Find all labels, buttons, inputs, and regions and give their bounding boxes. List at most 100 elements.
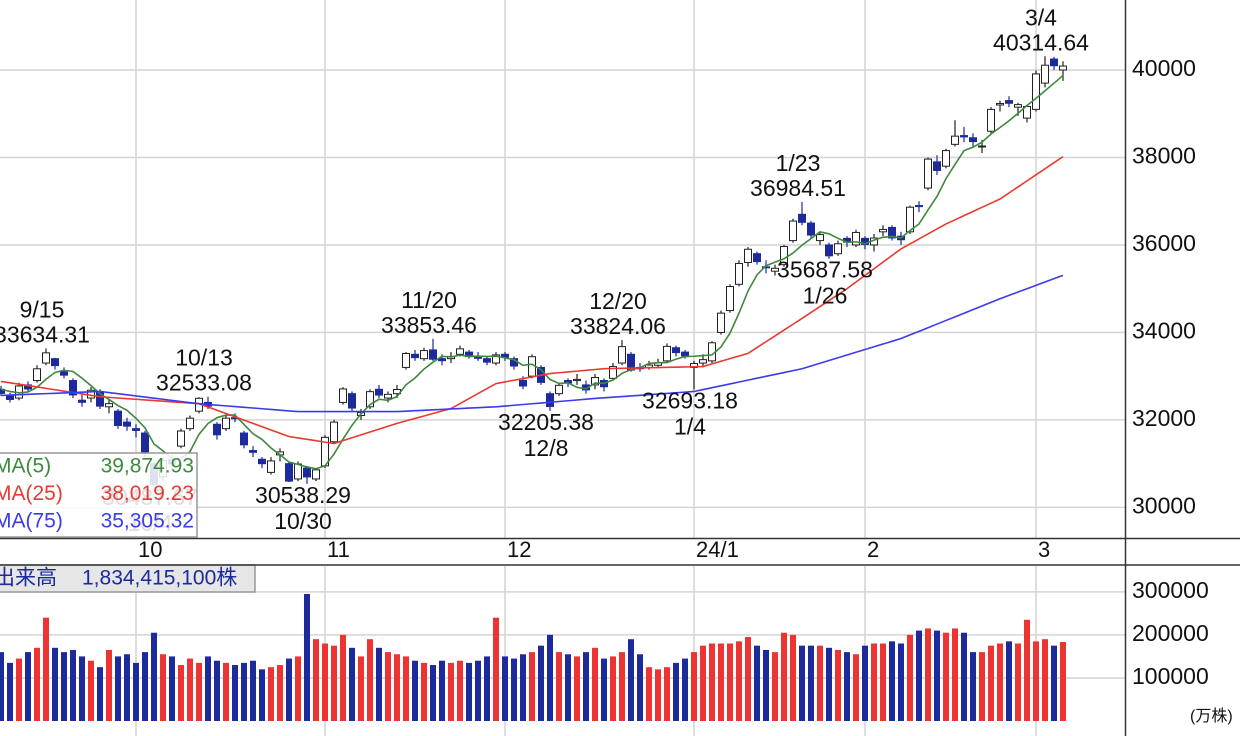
- volume-bar: [1024, 619, 1030, 721]
- y-tick-label: 32000: [1132, 405, 1196, 431]
- annotation-value: 33634.31: [0, 321, 90, 347]
- candle-body: [213, 423, 221, 436]
- volume-bar: [934, 630, 940, 721]
- volume-bar: [592, 647, 598, 721]
- candle-body: [816, 234, 824, 242]
- annotation-date: 1/26: [803, 283, 848, 309]
- candle-body: [1005, 100, 1013, 104]
- volume-bar: [475, 660, 481, 721]
- annotation-value: 33853.46: [381, 312, 477, 338]
- volume-bar: [178, 665, 184, 721]
- legend-label: 出来高: [0, 567, 57, 590]
- volume-bar: [295, 656, 301, 721]
- volume-bar: [835, 649, 841, 721]
- y-tick-label: 38000: [1132, 143, 1196, 169]
- candle-body: [753, 253, 761, 263]
- volume-bar: [718, 643, 724, 721]
- candle-body: [978, 145, 986, 148]
- candle-body: [924, 158, 932, 189]
- candle-body: [375, 388, 383, 396]
- volume-bar: [1042, 639, 1048, 721]
- ma-line: [0, 155, 1064, 445]
- volume-bar: [790, 634, 796, 721]
- candle-body: [33, 368, 41, 382]
- volume-bar: [574, 656, 580, 721]
- annotation-value: 36984.51: [750, 175, 846, 201]
- volume-bar: [223, 662, 229, 721]
- volume-bar: [529, 652, 535, 721]
- volume-bar: [79, 656, 85, 721]
- volume-bar: [25, 652, 31, 721]
- candle-body: [888, 226, 896, 239]
- volume-bar: [520, 654, 526, 721]
- volume-bar: [259, 669, 265, 721]
- annotation-value: 30538.29: [255, 482, 351, 508]
- candle-body: [6, 395, 14, 400]
- y-tick-label: 30000: [1132, 492, 1196, 518]
- candle-body: [807, 222, 815, 236]
- candle-body: [996, 103, 1004, 106]
- y-tick-label: 100000: [1132, 663, 1209, 689]
- legend-box: [0, 564, 256, 593]
- candle-body: [852, 231, 860, 246]
- candle-body: [798, 213, 806, 223]
- annotation-date: 11/20: [401, 287, 457, 313]
- candle-body: [330, 421, 338, 443]
- volume-bar: [214, 660, 220, 721]
- volume-bar: [385, 652, 391, 721]
- axis-unit: (万株): [1190, 707, 1233, 725]
- volume-bar: [736, 641, 742, 721]
- legend-label: MA(75): [0, 510, 63, 533]
- volume-bar: [169, 656, 175, 721]
- volume-bar: [673, 662, 679, 721]
- volume-bar: [547, 634, 553, 721]
- annotation-value: 32533.08: [156, 370, 252, 396]
- volume-bar: [16, 658, 22, 721]
- volume-bar: [376, 647, 382, 721]
- candle-body: [420, 350, 428, 360]
- candle-body: [456, 348, 464, 355]
- y-tick-label: 34000: [1132, 318, 1196, 344]
- candle-body: [906, 206, 914, 233]
- candle-body: [771, 267, 779, 272]
- volume-bar: [961, 632, 967, 721]
- candle-body: [1041, 64, 1049, 84]
- candle-body: [681, 351, 689, 357]
- volume-bar: [646, 667, 652, 721]
- candle-body: [1050, 58, 1058, 67]
- candle-body: [492, 354, 500, 364]
- volume-bar: [583, 652, 589, 721]
- volume-bar: [853, 654, 859, 721]
- candle-body: [969, 137, 977, 143]
- candle-body: [555, 384, 563, 395]
- volume-bar: [457, 660, 463, 721]
- y-tick-label: 300000: [1132, 577, 1209, 603]
- volume-bar: [52, 647, 58, 721]
- x-tick-label: 3: [1038, 537, 1050, 562]
- volume-bar: [772, 652, 778, 721]
- candle-body: [672, 347, 680, 354]
- volume-bar: [691, 652, 697, 721]
- candle-body: [114, 410, 122, 427]
- legend-label: MA(5): [0, 455, 51, 478]
- candle-body: [960, 135, 968, 138]
- legend-value: 35,305.32: [101, 510, 194, 533]
- volume-bar: [700, 645, 706, 721]
- volume-bar: [412, 660, 418, 721]
- volume-bar: [7, 662, 13, 721]
- candle-body: [825, 244, 833, 257]
- volume-bar: [430, 665, 436, 721]
- volume-bar: [277, 665, 283, 721]
- annotation-date: 12/20: [589, 288, 647, 314]
- volume-bar: [484, 656, 490, 721]
- volume-bar: [925, 628, 931, 721]
- volume-bar: [754, 645, 760, 721]
- volume-bar: [601, 658, 607, 721]
- volume-bar: [898, 643, 904, 721]
- volume-bar: [862, 645, 868, 721]
- volume-bar: [313, 639, 319, 721]
- volume-bar: [493, 617, 499, 721]
- legend-box: [0, 452, 198, 538]
- volume-bar: [439, 660, 445, 721]
- volume-bar: [502, 656, 508, 721]
